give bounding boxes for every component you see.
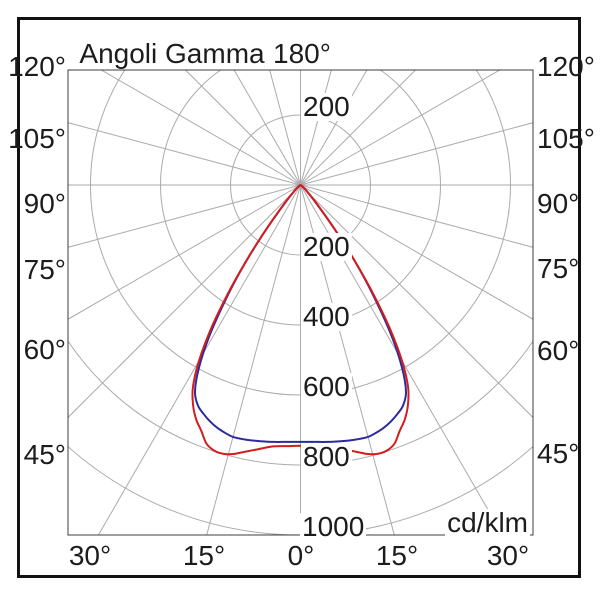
gamma-label-left-105: 105° — [8, 123, 66, 154]
unit-label: cd/klm — [445, 507, 530, 538]
radial-label-600: 600 — [301, 371, 352, 402]
gamma-label-top-180: 180° — [273, 38, 331, 69]
radial-label-400: 400 — [301, 301, 352, 332]
gamma-label-right-90: 90° — [537, 188, 580, 219]
gamma-label-left-60: 60° — [23, 334, 66, 365]
radial-label-1000: 1000 — [300, 511, 367, 542]
gamma-label-right-45: 45° — [537, 438, 580, 469]
radial-label-800: 800 — [301, 441, 352, 472]
gamma-label-right-75: 75° — [537, 253, 580, 284]
gamma-label-left-75: 75° — [23, 254, 66, 285]
gamma-label-right-105: 105° — [537, 123, 595, 154]
gamma-label-bottom-30r: 30° — [486, 540, 530, 571]
gamma-label-bottom-15r: 15° — [375, 540, 419, 571]
gamma-label-right-120: 120° — [537, 51, 595, 82]
radial-label-200-top: 200 — [301, 91, 352, 122]
radial-label-200: 200 — [301, 231, 352, 262]
gamma-label-left-90: 90° — [23, 188, 66, 219]
gamma-label-bottom-15l: 15° — [182, 540, 226, 571]
gamma-label-left-120: 120° — [8, 51, 66, 82]
gamma-label-bottom-30l: 30° — [68, 540, 112, 571]
gamma-label-left-45: 45° — [23, 439, 66, 470]
gamma-label-bottom-0: 0° — [287, 540, 315, 571]
chart-title: Angoli Gamma — [79, 38, 265, 69]
gamma-label-right-60: 60° — [537, 335, 580, 366]
